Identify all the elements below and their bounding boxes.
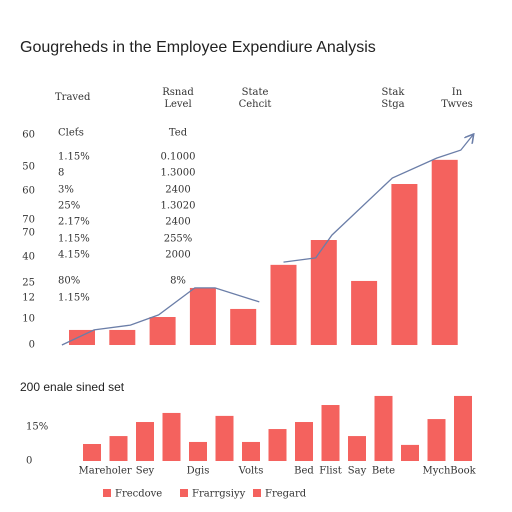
line-series [61, 287, 260, 346]
bar [431, 159, 458, 345]
chart-title: Gougreheds in the Employee Expendiure An… [20, 39, 376, 56]
bar [454, 395, 472, 461]
x-tick-label: Book [450, 466, 476, 477]
overlay-text: 2400 [165, 217, 190, 228]
bar [310, 240, 337, 345]
column-header: Stak Stga [381, 87, 405, 110]
overlay-text: 8% [170, 276, 186, 287]
legend-swatch [103, 489, 111, 497]
bar [162, 412, 181, 461]
overlay-text: 2.17% [58, 217, 90, 228]
overlay-text: 1.15% [58, 293, 90, 304]
bar [391, 184, 418, 345]
bar [321, 405, 340, 461]
bar [401, 444, 419, 461]
legend-label: Frarrgsiyy [192, 489, 246, 500]
overlay-text: 2000 [165, 250, 190, 261]
chart-title: 200 enale sined set [20, 380, 125, 394]
y-tick-label: 70 [22, 215, 35, 226]
overlay-text: 2400 [165, 185, 190, 196]
bar [69, 329, 95, 345]
x-tick-label: Dgis [187, 466, 210, 477]
bar [109, 329, 136, 345]
x-tick-label: Bete [372, 466, 395, 477]
y-tick-label: 50 [22, 161, 35, 172]
line-series [283, 135, 473, 263]
y-tick-label: 12 [22, 293, 35, 304]
x-tick-label: Volts [238, 466, 264, 477]
overlay-text: 8 [58, 168, 64, 179]
overlay-text: 255% [164, 234, 193, 245]
bar [189, 287, 216, 345]
x-tick-label: Mare [79, 466, 106, 477]
y-tick-label: 60 [22, 186, 35, 197]
bar [230, 308, 257, 345]
x-tick-label: Bed [294, 466, 314, 477]
overlay-text: Ted [169, 128, 188, 139]
legend-label: Fregard [265, 489, 307, 500]
overlay-text: 1.3020 [161, 201, 196, 212]
x-tick-label: Sey [136, 466, 155, 477]
x-tick-label: Say [348, 466, 367, 477]
y-tick-label: 40 [22, 252, 35, 263]
y-tick-label: 0 [26, 456, 32, 467]
bar [270, 264, 297, 345]
x-tick-label: Flist [319, 466, 342, 477]
bar [149, 317, 176, 345]
x-tick-label: holer [105, 466, 132, 477]
column-header: State Cehcit [239, 87, 272, 110]
y-tick-label: 60 [22, 130, 35, 141]
overlay-text: Cleťs [58, 128, 84, 139]
bar [215, 415, 234, 461]
legend-swatch [180, 489, 188, 497]
overlay-text: 1.3000 [161, 168, 196, 179]
overlay-text: 4.15% [58, 250, 90, 261]
column-header: Rsnad Level [162, 87, 194, 110]
bar [109, 436, 128, 461]
bar [83, 444, 101, 461]
overlay-text: 0.1000 [161, 152, 196, 163]
y-tick-label: 10 [22, 314, 35, 325]
y-tick-label: 0 [29, 340, 35, 351]
bar [136, 422, 154, 461]
column-header: Traved [55, 92, 91, 103]
bar [374, 395, 393, 461]
bar [295, 422, 313, 461]
bar [348, 436, 366, 461]
y-tick-label: 70 [22, 228, 35, 239]
legend-label: Frecdove [115, 489, 162, 500]
y-tick-label: 15% [26, 422, 48, 433]
bar [242, 441, 260, 461]
overlay-text: 3% [58, 185, 74, 196]
y-tick-label: 25 [22, 278, 35, 289]
bar [351, 280, 378, 345]
bar [268, 429, 287, 461]
overlay-text: 1.15% [58, 152, 90, 163]
column-header: In Twves [441, 87, 473, 110]
bar [427, 419, 446, 461]
overlay-text: 1.15% [58, 234, 90, 245]
legend-swatch [253, 489, 261, 497]
overlay-text: 25% [58, 201, 80, 212]
bar [189, 441, 207, 461]
x-tick-label: Mych [423, 466, 451, 477]
overlay-text: 80% [58, 276, 80, 287]
